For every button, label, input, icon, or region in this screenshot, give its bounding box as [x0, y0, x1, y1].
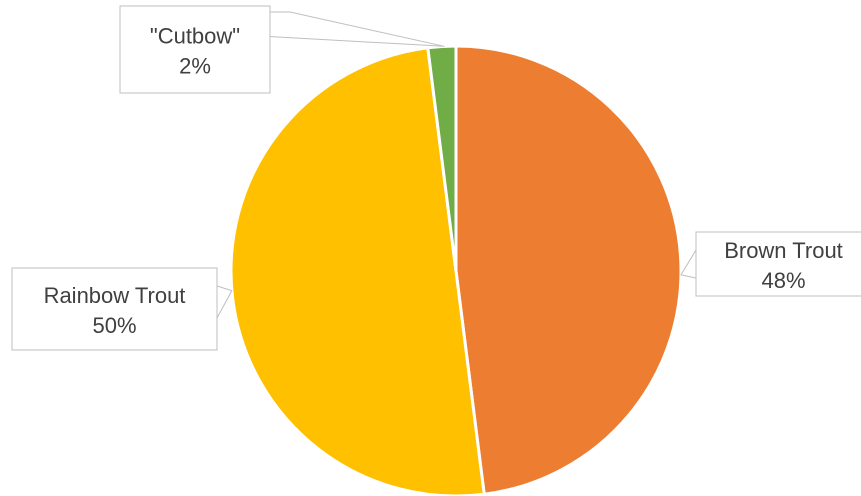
leader-line	[217, 286, 232, 318]
leader-line	[681, 250, 696, 278]
slice-label: Brown Trout	[724, 238, 843, 263]
slice-label: "Cutbow"	[150, 24, 240, 49]
callout-box	[120, 6, 270, 93]
slice-percent: 2%	[179, 54, 211, 79]
slice-percent: 50%	[92, 313, 136, 338]
data-label-rainbow-trout: Rainbow Trout 50%	[12, 268, 232, 350]
pie-slice-brown-trout	[456, 46, 681, 494]
slice-label: Rainbow Trout	[44, 283, 186, 308]
slice-percent: 48%	[761, 268, 805, 293]
leader-line	[260, 36, 444, 46]
data-label-brown-trout: Brown Trout 48%	[681, 232, 861, 296]
